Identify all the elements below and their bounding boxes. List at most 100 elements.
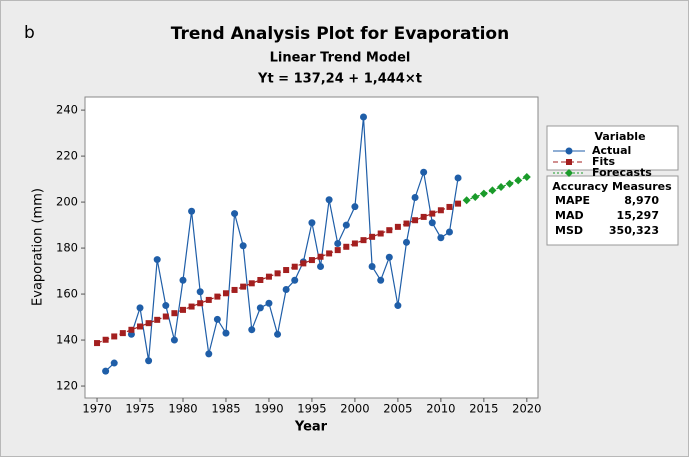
point [205,350,213,358]
point [162,302,170,310]
point [145,357,153,365]
x-tick-label: 1990 [254,402,283,416]
point [360,113,368,121]
legend-marker [565,169,573,177]
point [317,262,325,270]
chart-subtitle: Linear Trend Model [270,51,411,66]
point [437,207,444,214]
point [239,242,247,250]
y-tick-label: 140 [56,333,78,347]
point [197,300,204,307]
accuracy-value: 8,970 [624,194,659,207]
point [291,276,299,284]
point [248,326,256,334]
point [420,168,428,176]
point [326,250,333,257]
point [162,313,169,320]
equation: Yt = 137,24 + 1,444×t [257,72,422,87]
point [94,340,101,347]
point [446,203,453,210]
point [128,326,135,333]
point [257,276,264,283]
point [455,200,462,207]
chart-title: Trend Analysis Plot for Evaporation [171,24,509,44]
accuracy-value: 15,297 [617,209,659,222]
y-tick-label: 200 [56,195,78,209]
point [231,286,238,293]
point [231,210,239,218]
point [462,196,471,205]
point [274,330,282,338]
point [377,230,384,237]
point [343,243,350,250]
point [248,280,255,287]
point [102,367,110,375]
legend-marker [566,159,572,165]
point [145,320,152,327]
accuracy-label: MAD [555,209,584,222]
point [265,299,273,307]
point [394,302,402,310]
point [222,290,229,297]
point [505,179,514,188]
point [274,270,281,277]
point [412,217,419,224]
point [265,273,272,280]
point [403,220,410,227]
point [214,293,221,300]
point [471,192,480,201]
point [179,276,187,284]
x-tick-label: 2010 [426,402,455,416]
point [334,247,341,254]
point [360,237,367,244]
point [256,304,264,312]
point [351,240,358,247]
legend-title: Variable [594,130,645,143]
point [497,183,506,192]
point [437,234,445,242]
panel-label: b [24,23,35,43]
x-tick-label: 2015 [469,402,498,416]
x-tick-label: 2020 [512,402,541,416]
y-tick-label: 120 [56,379,78,393]
x-tick-label: 1970 [82,402,111,416]
point [119,330,126,337]
point [136,304,144,312]
point [386,227,393,234]
y-tick-label: 240 [56,103,78,117]
plot-area [84,96,539,399]
point [111,333,118,340]
point [153,256,161,264]
point [300,260,307,267]
legend-marker [565,147,573,155]
point [213,315,221,323]
x-tick-label: 1985 [211,402,240,416]
point [102,336,109,343]
point [179,306,186,313]
point [110,359,118,367]
point [454,174,462,182]
point [240,283,247,290]
point [325,196,333,204]
point [196,288,204,296]
point [445,228,453,236]
point [369,233,376,240]
point [429,210,436,217]
x-axis-label: Year [294,420,328,435]
point [154,316,161,323]
accuracy-value: 350,323 [609,224,659,237]
point [282,285,290,293]
point [488,186,497,195]
point [171,310,178,317]
point [308,257,315,264]
point [137,323,144,330]
point [283,267,290,274]
x-tick-label: 2005 [383,402,412,416]
point [377,276,385,284]
legend-label: Actual [592,144,631,157]
point [188,207,196,215]
x-tick-label: 1995 [297,402,326,416]
point [308,219,316,227]
point [514,176,523,185]
point [479,189,488,198]
